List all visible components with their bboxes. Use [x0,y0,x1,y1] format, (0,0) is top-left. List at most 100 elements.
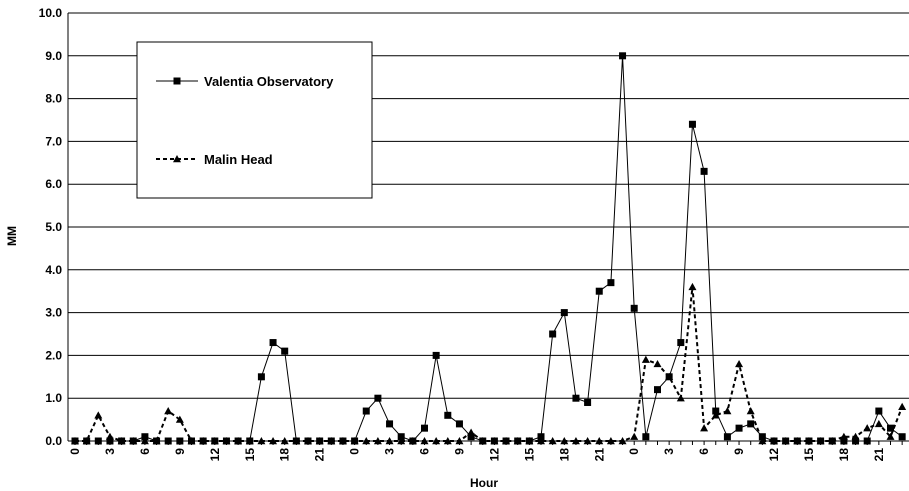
data-point-square [584,398,592,406]
data-point-triangle [583,437,592,445]
x-tick-label: 6 [418,448,432,455]
x-tick-label: 21 [313,448,327,462]
y-tick-label: 2.0 [45,348,62,362]
data-point-triangle [292,437,301,445]
data-point-triangle [94,411,103,419]
data-point-square [875,407,883,415]
data-point-square [688,120,696,128]
y-tick-label: 6.0 [45,177,62,191]
data-point-square [421,424,428,432]
data-point-square [758,433,766,441]
y-tick-label: 5.0 [45,220,62,234]
data-point-triangle [863,424,872,432]
data-point-triangle [758,437,767,445]
data-point-square [374,394,382,402]
data-point-triangle [688,282,697,291]
legend-entry-valentia: Valentia Observatory [156,74,334,89]
data-point-triangle [152,437,161,445]
data-point-square [735,424,743,432]
data-point-triangle [525,437,534,445]
data-point-triangle [280,437,289,445]
data-point-triangle [828,437,837,445]
x-tick-label: 9 [173,448,187,455]
y-tick-label: 4.0 [45,263,62,277]
data-point-square [595,287,603,295]
data-point-triangle [513,437,522,445]
x-tick-label: 21 [592,448,606,462]
data-point-triangle [665,372,674,380]
data-point-square [164,437,172,445]
data-point-square [887,424,894,432]
x-tick-label: 18 [278,448,292,462]
data-point-triangle [781,437,790,445]
data-point-square [94,437,102,445]
data-point-triangle [187,437,196,445]
x-tick-label: 15 [243,448,257,462]
y-tick-label: 3.0 [45,306,62,320]
data-point-square [712,407,720,415]
data-point-triangle [222,437,231,445]
data-point-triangle [362,437,371,445]
data-point-triangle [420,437,429,445]
series-layer [71,52,907,445]
data-point-triangle [630,432,639,440]
data-point-square [537,433,545,441]
y-axis-title: MM [5,226,19,246]
data-point-triangle [105,432,114,440]
data-point-square [863,437,871,445]
data-point-triangle [140,437,149,445]
data-point-square [572,394,580,402]
x-tick-label: 15 [522,448,536,462]
data-point-triangle [338,437,347,445]
x-tick-label: 12 [208,448,222,462]
x-tick-label: 15 [802,448,816,462]
y-tick-label: 10.0 [39,6,63,20]
data-point-square [176,437,184,445]
x-tick-label: 12 [767,448,781,462]
data-point-triangle [385,437,394,445]
y-tick-label: 7.0 [45,134,62,148]
data-point-triangle [199,437,208,445]
data-point-triangle [117,437,126,445]
data-point-square [654,386,661,394]
data-point-square [677,339,685,347]
axes: 0.0 1.0 2.0 3.0 4.0 5.0 6.0 7.0 8.0 9.0 10.0 0 3 6 9 12… [39,6,903,461]
data-point-triangle [502,437,511,445]
x-tick-label: 0 [627,448,641,455]
data-point-triangle [886,432,895,440]
data-point-square [386,420,394,428]
data-point-triangle [455,437,464,445]
data-point-triangle [606,437,615,445]
data-point-triangle [327,437,336,445]
data-point-square [444,411,452,419]
data-point-square [898,433,906,441]
data-point-triangle [245,437,254,445]
data-point-triangle [793,437,802,445]
data-point-triangle [770,437,778,445]
x-tick-label: 9 [452,448,466,455]
data-point-square [840,437,848,445]
data-point-triangle [641,355,650,363]
data-point-triangle [595,437,604,445]
data-point-square [432,351,440,359]
data-point-triangle [234,437,243,445]
legend-marker-square [173,77,181,85]
data-point-triangle [851,432,860,440]
data-point-square [141,433,149,441]
data-point-triangle [82,437,91,445]
x-tick-label: 18 [557,448,571,462]
data-point-triangle [350,437,359,445]
data-point-triangle [735,359,744,368]
legend-box [136,41,373,199]
data-point-triangle [548,437,557,445]
x-tick-label: 18 [837,448,851,462]
y-tick-label: 0.0 [45,434,62,448]
data-point-triangle [816,437,825,445]
data-point-triangle [478,437,487,445]
data-point-square [723,433,731,441]
x-tick-label: 21 [872,448,886,462]
legend-entry-malin-head: Malin Head [156,152,273,167]
y-tick-label: 1.0 [45,391,62,405]
data-point-square [397,433,405,441]
